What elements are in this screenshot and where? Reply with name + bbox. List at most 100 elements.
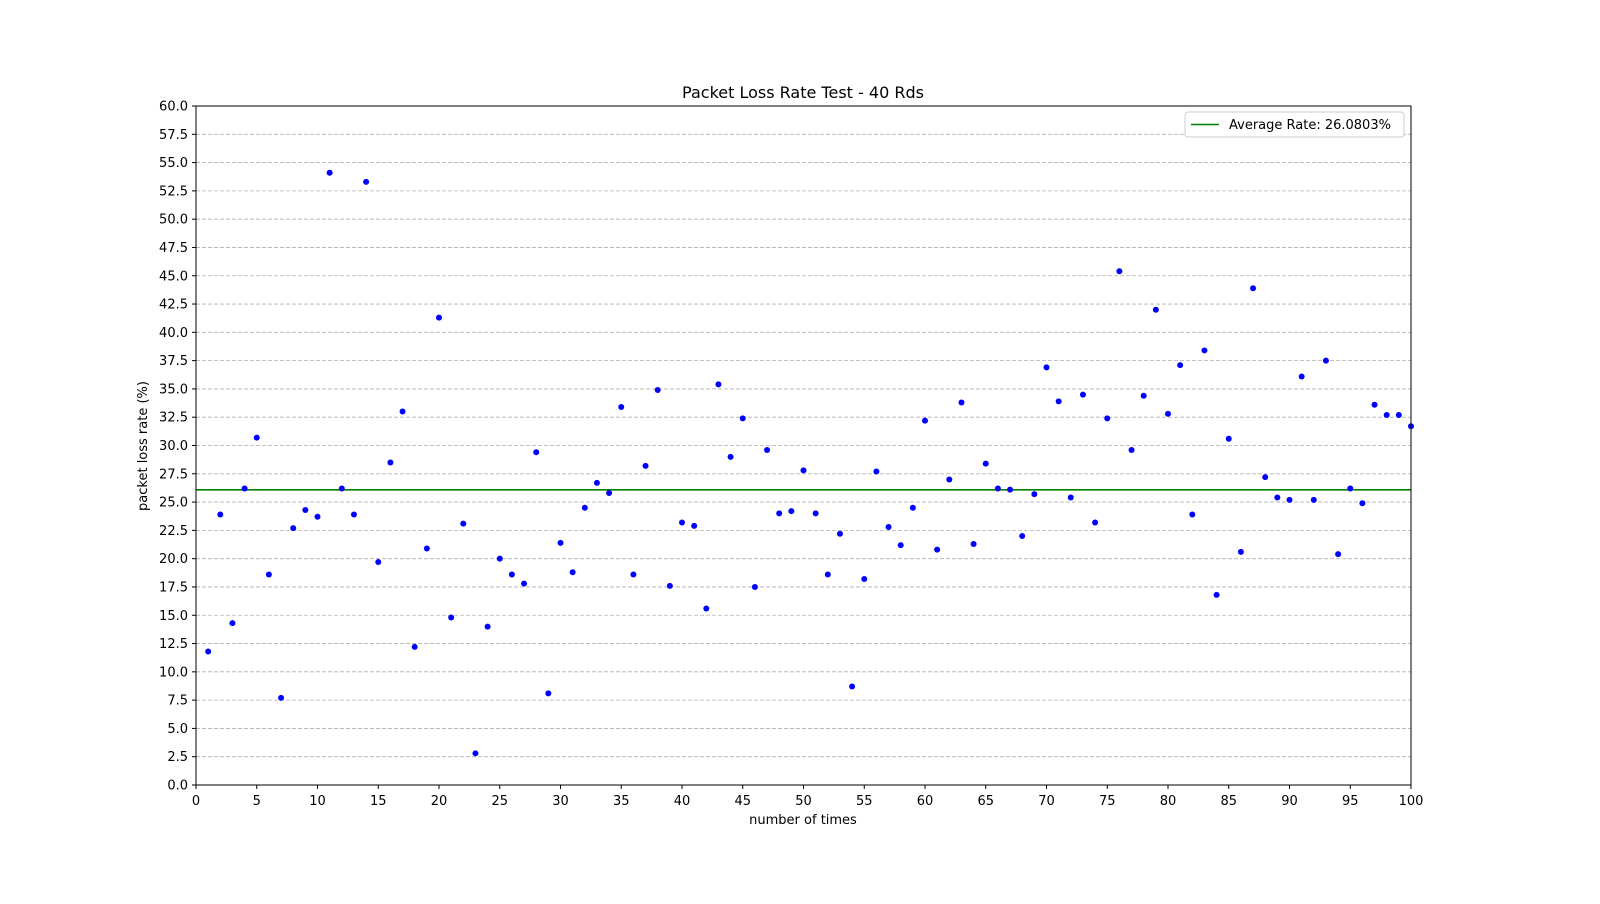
- data-point: [970, 540, 977, 547]
- data-point: [1128, 447, 1135, 454]
- data-point: [217, 511, 224, 518]
- data-point: [1019, 533, 1026, 540]
- data-point: [1140, 392, 1147, 399]
- data-point: [399, 408, 406, 415]
- data-point: [764, 447, 771, 454]
- data-point: [1213, 591, 1220, 598]
- data-point: [581, 504, 588, 511]
- data-point: [448, 614, 455, 621]
- data-point: [618, 404, 625, 411]
- y-tick-label: 57.5: [159, 128, 188, 143]
- data-point: [508, 571, 515, 578]
- data-point: [1067, 494, 1074, 501]
- data-point: [1335, 551, 1342, 558]
- x-tick-label: 45: [734, 794, 751, 809]
- x-tick-label: 15: [370, 794, 387, 809]
- y-tick-label: 42.5: [159, 298, 188, 313]
- data-point: [1286, 496, 1293, 503]
- data-point: [363, 178, 370, 185]
- data-point: [666, 582, 673, 589]
- data-point: [885, 523, 892, 530]
- y-tick-label: 7.5: [167, 694, 188, 709]
- data-point: [533, 449, 540, 456]
- data-point: [1152, 306, 1159, 313]
- chart-title: Packet Loss Rate Test - 40 Rds: [682, 83, 924, 102]
- y-tick-label: 15.0: [159, 609, 188, 624]
- data-point: [484, 623, 491, 630]
- data-point: [982, 460, 989, 467]
- data-point: [861, 576, 868, 583]
- data-point: [946, 476, 953, 483]
- data-point: [812, 510, 819, 517]
- data-point: [958, 399, 965, 406]
- data-point: [1043, 364, 1050, 371]
- x-tick-label: 85: [1220, 794, 1237, 809]
- y-tick-label: 50.0: [159, 213, 188, 228]
- data-point: [873, 468, 880, 475]
- data-point: [253, 434, 260, 441]
- data-point: [1395, 411, 1402, 418]
- y-tick-label: 27.5: [159, 467, 188, 482]
- data-point: [278, 694, 285, 701]
- data-point: [557, 539, 564, 546]
- data-point: [909, 504, 916, 511]
- data-point: [1079, 391, 1086, 398]
- data-point: [703, 605, 710, 612]
- x-tick-label: 55: [856, 794, 873, 809]
- data-point: [472, 750, 479, 757]
- data-point: [1225, 435, 1232, 442]
- data-point: [205, 648, 212, 655]
- data-point: [788, 508, 795, 515]
- data-point: [460, 520, 467, 527]
- legend-label: Average Rate: 26.0803%: [1229, 118, 1391, 133]
- x-tick-label: 30: [552, 794, 569, 809]
- data-point: [375, 559, 382, 566]
- data-point: [545, 690, 552, 697]
- x-tick-label: 5: [253, 794, 261, 809]
- y-tick-label: 22.5: [159, 524, 188, 539]
- data-point: [1359, 500, 1366, 507]
- data-point: [411, 643, 418, 650]
- data-point: [849, 683, 856, 690]
- y-tick-label: 37.5: [159, 354, 188, 369]
- x-tick-label: 70: [1038, 794, 1055, 809]
- data-point: [897, 542, 904, 549]
- data-point: [1298, 373, 1305, 380]
- legend: Average Rate: 26.0803%: [1184, 111, 1405, 138]
- data-point: [934, 546, 941, 553]
- data-point: [569, 569, 576, 576]
- data-point: [241, 485, 248, 492]
- y-axis-ticks: 0.0 2.5 5.0 7.5 10.0 12.5 15.0 17.5 20.0 22.5 25.0…: [159, 100, 196, 794]
- data-point: [229, 620, 236, 627]
- data-point: [642, 462, 649, 469]
- data-point: [1237, 548, 1244, 555]
- data-point: [630, 571, 637, 578]
- data-point: [302, 507, 309, 514]
- y-tick-label: 5.0: [167, 722, 188, 737]
- data-point: [290, 525, 297, 532]
- y-tick-label: 0.0: [167, 779, 188, 794]
- y-tick-label: 2.5: [167, 750, 188, 765]
- x-tick-label: 65: [977, 794, 994, 809]
- y-tick-label: 12.5: [159, 637, 188, 652]
- data-point: [593, 479, 600, 486]
- data-point: [922, 417, 928, 424]
- y-axis-label: packet loss rate (%): [136, 381, 151, 511]
- y-tick-label: 20.0: [159, 552, 188, 567]
- x-tick-label: 10: [309, 794, 326, 809]
- legend-box: [1184, 111, 1405, 138]
- y-tick-label: 30.0: [159, 439, 188, 454]
- x-tick-label: 75: [1099, 794, 1116, 809]
- data-point: [836, 530, 843, 537]
- x-tick-label: 0: [192, 794, 200, 809]
- x-tick-label: 80: [1160, 794, 1177, 809]
- data-point: [751, 583, 758, 590]
- data-point: [1371, 401, 1378, 408]
- y-tick-label: 35.0: [159, 382, 188, 397]
- data-point: [739, 415, 746, 422]
- x-tick-label: 50: [795, 794, 812, 809]
- data-point: [679, 519, 685, 526]
- x-tick-label: 20: [431, 794, 448, 809]
- data-point: [824, 571, 831, 578]
